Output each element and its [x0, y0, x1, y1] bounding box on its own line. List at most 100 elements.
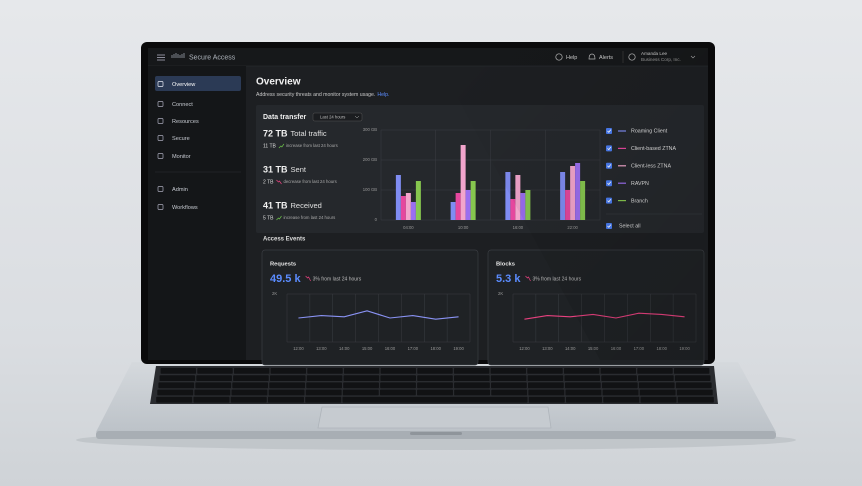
- x-tick-label: 18:00: [430, 346, 441, 351]
- bar: [470, 181, 476, 220]
- trend-icon: [278, 143, 285, 149]
- key: [267, 396, 305, 403]
- key: [269, 375, 306, 381]
- key: [528, 382, 564, 389]
- nav-icon[interactable]: [157, 153, 164, 159]
- filter-caret[interactable]: [354, 115, 360, 119]
- data-line: [298, 310, 459, 320]
- card-value: 5.3 k: [496, 273, 521, 285]
- x-tick-label: 16:00: [385, 346, 396, 351]
- bar: [460, 145, 466, 220]
- x-tick-label: 13:00: [316, 346, 327, 351]
- key: [564, 382, 601, 389]
- trend-icon: [525, 275, 531, 282]
- nav-item[interactable]: Resources: [172, 119, 199, 125]
- key: [564, 375, 601, 381]
- stat-change-value: 2 TB: [263, 179, 274, 185]
- trend-icon: [276, 179, 282, 185]
- stat-change-value: 5 TB: [263, 215, 274, 221]
- key: [157, 389, 194, 396]
- bar: [395, 175, 401, 220]
- nav-item[interactable]: Admin: [172, 187, 188, 193]
- page-title: Overview: [256, 77, 301, 88]
- key: [674, 375, 711, 381]
- key: [491, 382, 527, 389]
- key: [490, 375, 527, 381]
- bar: [505, 172, 511, 220]
- card-change: 3% from last 24 hours: [313, 276, 362, 282]
- nav-item[interactable]: Overview: [172, 82, 196, 88]
- nav-icon[interactable]: [157, 101, 164, 107]
- y-tick-label: 200 GB: [363, 157, 377, 162]
- x-tick-label: 14:00: [565, 346, 576, 351]
- nav-icon[interactable]: [157, 186, 164, 192]
- key: [380, 368, 417, 374]
- menu-icon[interactable]: [157, 54, 165, 61]
- bar: [450, 202, 456, 220]
- key: [195, 382, 232, 389]
- nav-icon[interactable]: [157, 81, 164, 87]
- key: [640, 396, 677, 403]
- bar: [410, 202, 416, 220]
- key: [343, 375, 380, 381]
- bar: [405, 193, 411, 220]
- trackpad: [317, 406, 552, 429]
- key: [527, 368, 563, 374]
- nav-item[interactable]: Monitor: [172, 154, 191, 160]
- key: [563, 368, 600, 374]
- key: [565, 396, 603, 403]
- bar: [455, 193, 461, 220]
- laptop-notch: [410, 432, 462, 435]
- time-filter[interactable]: [312, 112, 363, 122]
- key: [638, 382, 675, 389]
- key: [231, 389, 268, 396]
- key: [159, 375, 196, 381]
- x-tick-label: 12:00: [519, 346, 530, 351]
- key: [379, 389, 416, 396]
- key: [343, 382, 379, 389]
- nav-icon[interactable]: [157, 135, 164, 141]
- key: [196, 375, 232, 381]
- nav-item[interactable]: Secure: [172, 136, 190, 142]
- card-title: Requests: [270, 262, 296, 268]
- key: [269, 382, 306, 389]
- key: [342, 389, 379, 396]
- key: [380, 382, 416, 389]
- panel-title: Data transfer: [263, 114, 306, 121]
- key: [194, 389, 231, 396]
- key: [454, 389, 491, 396]
- nav-icon[interactable]: [157, 118, 164, 124]
- y-tick-label: 2K: [498, 291, 503, 296]
- x-tick-label: 15:00: [362, 346, 373, 351]
- stat-value: 72 TB: [263, 128, 288, 138]
- nav-item[interactable]: Connect: [172, 102, 193, 108]
- x-tick-label: 19:00: [453, 346, 464, 351]
- keyboard: [156, 368, 714, 403]
- key: [603, 396, 640, 403]
- key: [491, 389, 528, 396]
- key: [156, 396, 193, 403]
- x-tick-label: 10:00: [458, 225, 469, 230]
- key: [305, 389, 342, 396]
- nav-icon[interactable]: [157, 204, 164, 210]
- key: [343, 368, 380, 374]
- help-link[interactable]: Help.: [377, 92, 389, 98]
- key: [307, 368, 343, 374]
- key: [417, 375, 453, 381]
- x-tick-label: 15:00: [588, 346, 599, 351]
- bar: [400, 196, 406, 220]
- nav-item[interactable]: Workflows: [172, 205, 198, 211]
- product-name: Secure Access: [189, 54, 236, 61]
- time-filter-label[interactable]: Last 24 hours: [320, 114, 345, 119]
- page-subtitle: Address security threats and monitor sys…: [256, 92, 375, 98]
- y-tick-label: 2K: [272, 291, 277, 296]
- key: [232, 382, 269, 389]
- key: [417, 389, 453, 396]
- key: [602, 389, 639, 396]
- stat-label: Received: [291, 201, 322, 210]
- bar: [465, 190, 471, 220]
- key: [306, 375, 343, 381]
- key: [380, 375, 416, 381]
- key: [230, 396, 267, 403]
- key: [305, 396, 342, 403]
